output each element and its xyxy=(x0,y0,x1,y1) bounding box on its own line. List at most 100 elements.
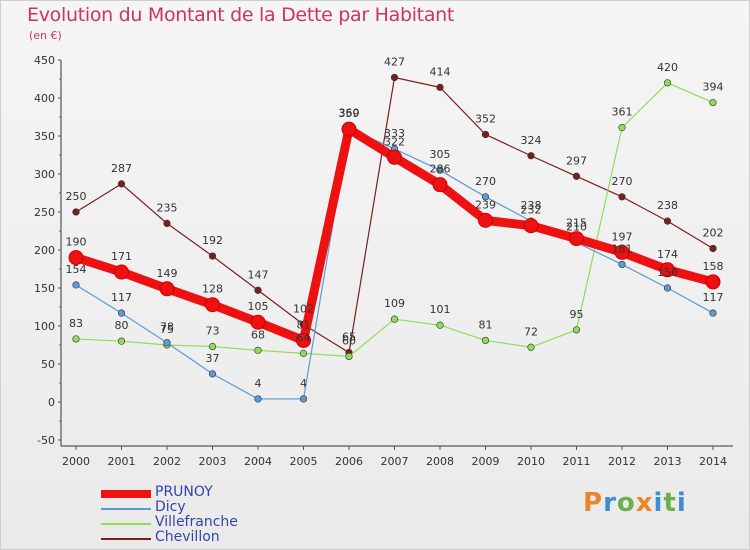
data-label-chevillon: 147 xyxy=(248,268,269,281)
data-label-prunoy: 197 xyxy=(612,230,633,243)
data-point-chevillon xyxy=(254,286,262,294)
data-point-prunoy xyxy=(341,121,357,137)
data-label-chevillon: 414 xyxy=(430,65,451,78)
data-label-dicy: 117 xyxy=(111,291,132,304)
data-label-prunoy: 215 xyxy=(566,217,587,230)
x-tick-label: 2011 xyxy=(563,455,591,468)
data-point-villefranche xyxy=(572,326,581,334)
data-label-villefranche: 75 xyxy=(160,323,174,336)
data-point-prunoy xyxy=(296,332,311,348)
data-label-villefranche: 73 xyxy=(206,325,220,338)
data-label-villefranche: 101 xyxy=(430,303,451,316)
data-label-chevillon: 287 xyxy=(111,162,132,175)
data-point-dicy xyxy=(254,395,262,403)
data-point-prunoy xyxy=(523,218,539,234)
data-label-layer: 250 287 235 192 147 102 65 427 414 352 324 297 270 23… xyxy=(66,55,724,389)
data-point-villefranche xyxy=(618,124,626,132)
data-point-prunoy xyxy=(660,262,675,278)
data-label-prunoy: 190 xyxy=(66,236,87,249)
data-point-dicy xyxy=(72,281,80,289)
legend-label-chevillon: Chevillon xyxy=(155,529,220,545)
data-point-dicy xyxy=(709,309,717,317)
legend-swatch-villefranche xyxy=(101,523,151,525)
data-label-prunoy: 81 xyxy=(297,318,311,331)
logo-letter: P xyxy=(583,488,604,518)
data-label-chevillon: 352 xyxy=(475,112,496,125)
data-point-chevillon xyxy=(117,180,126,188)
data-point-prunoy xyxy=(387,149,402,165)
data-label-chevillon: 192 xyxy=(202,234,223,247)
series-line-villefranche xyxy=(75,82,714,357)
data-point-prunoy xyxy=(478,212,493,228)
data-label-villefranche: 420 xyxy=(657,61,678,74)
data-label-dicy: 360 xyxy=(339,106,360,119)
data-label-chevillon: 250 xyxy=(66,190,87,203)
legend-label-dicy: Dicy xyxy=(155,499,186,515)
data-label-villefranche: 80 xyxy=(115,319,129,332)
data-point-dicy xyxy=(663,284,672,292)
data-point-villefranche xyxy=(481,336,490,345)
logo-letter: r xyxy=(603,488,617,518)
x-tick-label: 2007 xyxy=(381,455,409,468)
y-tick-label: -50 xyxy=(37,434,55,447)
data-label-villefranche: 109 xyxy=(384,297,405,310)
data-point-villefranche xyxy=(663,79,672,87)
data-label-prunoy: 174 xyxy=(657,248,678,261)
data-label-prunoy: 171 xyxy=(111,250,132,263)
x-tick-label: 2014 xyxy=(699,455,727,468)
data-point-villefranche xyxy=(527,343,535,351)
data-label-chevillon: 324 xyxy=(521,134,542,147)
data-label-chevillon: 238 xyxy=(657,199,678,212)
data-label-chevillon: 235 xyxy=(157,201,178,214)
legend-swatch-dicy xyxy=(101,508,151,510)
data-point-chevillon xyxy=(618,193,626,201)
data-label-dicy: 210 xyxy=(566,220,587,233)
logo-letter: o xyxy=(616,488,636,518)
data-label-chevillon: 297 xyxy=(566,154,587,167)
data-point-villefranche xyxy=(208,342,217,351)
data-label-villefranche: 72 xyxy=(524,325,538,338)
data-point-prunoy xyxy=(614,244,630,260)
data-point-villefranche xyxy=(254,346,262,354)
data-label-villefranche: 95 xyxy=(570,308,584,321)
data-point-prunoy xyxy=(68,250,84,266)
data-label-chevillon: 427 xyxy=(384,55,405,68)
data-point-chevillon xyxy=(481,130,490,139)
data-point-chevillon xyxy=(163,219,171,227)
data-point-dicy xyxy=(436,166,444,174)
logo-letter: x xyxy=(635,488,654,518)
y-tick-label: 300 xyxy=(34,168,55,181)
data-point-dicy xyxy=(208,370,217,378)
y-tick-label: 450 xyxy=(34,54,55,67)
data-point-dicy xyxy=(618,260,626,269)
data-label-villefranche: 361 xyxy=(612,106,633,119)
y-tick-label: 100 xyxy=(34,320,55,333)
y-tick-label: 50 xyxy=(41,358,55,371)
x-tick-label: 2000 xyxy=(62,455,90,468)
data-label-villefranche: 83 xyxy=(69,317,83,330)
data-label-dicy: 181 xyxy=(612,242,633,255)
data-label-chevillon: 270 xyxy=(612,175,633,188)
x-tick-label: 2008 xyxy=(426,455,454,468)
series-prunoy xyxy=(68,121,721,348)
data-label-dicy: 37 xyxy=(206,352,220,365)
series-villefranche xyxy=(72,79,717,361)
data-point-prunoy xyxy=(159,281,175,297)
x-tick-label: 2005 xyxy=(290,455,318,468)
data-label-dicy: 78 xyxy=(160,321,174,334)
y-tick-label: 150 xyxy=(34,282,55,295)
data-point-prunoy xyxy=(705,274,721,290)
data-point-villefranche xyxy=(299,349,308,357)
proxiti-logo: Proxiti xyxy=(583,488,687,518)
data-label-dicy: 117 xyxy=(703,291,724,304)
y-tick-label: 200 xyxy=(34,244,55,257)
y-tick-label: 350 xyxy=(34,130,55,143)
x-tick-label: 2009 xyxy=(472,455,500,468)
series-line-dicy xyxy=(75,127,714,400)
logo-letter: t xyxy=(663,488,677,518)
x-tick-label: 2013 xyxy=(654,455,682,468)
data-label-dicy: 305 xyxy=(430,148,451,161)
x-tick-label: 2003 xyxy=(199,455,227,468)
